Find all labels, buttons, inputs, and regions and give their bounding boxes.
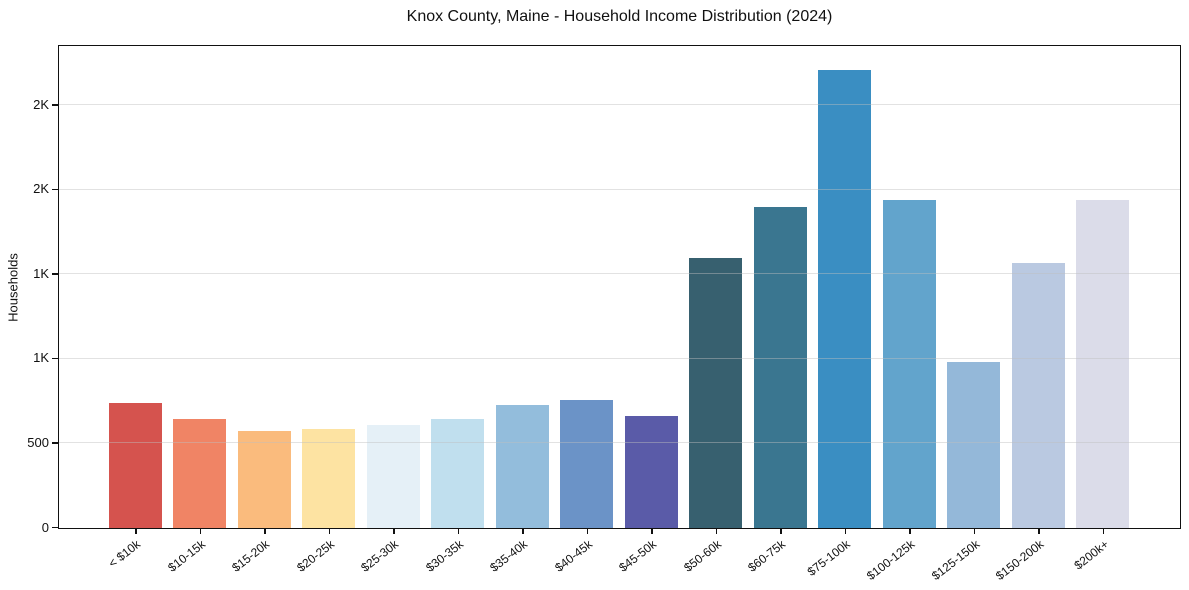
gridline: [59, 357, 1180, 359]
x-tick-mark: [780, 529, 782, 534]
bar: [689, 258, 743, 528]
y-tick-mark: [52, 273, 58, 275]
x-tick-mark: [1102, 529, 1104, 534]
bar: [302, 429, 356, 528]
bar: [495, 404, 549, 528]
x-tick-label: $20-25k: [294, 537, 337, 575]
y-tick-label: 2K: [33, 181, 49, 197]
x-tick-label: $15-20k: [229, 537, 273, 575]
x-tick-mark: [135, 529, 137, 534]
y-tick-label: 0: [41, 519, 49, 535]
x-tick-mark: [715, 529, 717, 534]
x-tick-label: $125-150k: [928, 537, 982, 583]
x-tick-label: $35-40k: [487, 537, 531, 575]
x-tick-label: $75-100k: [804, 537, 853, 579]
x-tick-mark: [264, 529, 266, 534]
y-tick-mark: [52, 442, 58, 444]
x-tick-label: $10-15k: [165, 537, 208, 575]
plot-area: [58, 45, 1181, 529]
bar: [624, 415, 678, 528]
x-tick-mark: [586, 529, 588, 534]
y-tick-mark: [52, 104, 58, 106]
bar: [560, 399, 614, 528]
x-tick-mark: [199, 529, 201, 534]
bar: [431, 418, 485, 528]
chart-title: Knox County, Maine - Household Income Di…: [406, 8, 833, 25]
x-tick-mark: [393, 529, 395, 534]
x-tick-mark: [457, 529, 459, 534]
bar: [1011, 262, 1065, 528]
x-tick-mark: [844, 529, 846, 534]
x-tick-label: < $10k: [106, 537, 144, 571]
x-tick-mark: [328, 529, 330, 534]
y-tick-mark: [52, 357, 58, 360]
x-tick-label: $150-200k: [993, 537, 1047, 583]
gridline: [59, 273, 1180, 275]
bar: [818, 69, 872, 528]
gridline: [59, 442, 1180, 444]
x-tick-mark: [973, 529, 975, 534]
x-tick-label: $30-35k: [423, 537, 466, 575]
y-tick-label: 2K: [33, 96, 49, 112]
y-tick-label: 1K: [33, 265, 49, 281]
gridline: [59, 104, 1180, 106]
gridline: [59, 188, 1180, 190]
x-tick-mark: [909, 529, 911, 534]
y-tick-mark: [52, 526, 58, 529]
x-tick-label: $40-45k: [552, 537, 595, 575]
bar: [237, 430, 291, 528]
x-tick-label: $100-125k: [864, 537, 918, 583]
x-tick-label: $60-75k: [745, 537, 789, 575]
x-tick-mark: [522, 529, 524, 534]
x-tick-label: $50-60k: [681, 537, 724, 575]
x-tick-label: $25-30k: [358, 537, 402, 575]
y-tick-label: 1K: [33, 350, 49, 366]
y-axis-label: Households: [5, 253, 21, 322]
bar: [882, 200, 936, 528]
x-tick-mark: [1038, 529, 1040, 534]
x-tick-label: $200k+: [1070, 537, 1111, 573]
bar: [1076, 200, 1130, 528]
x-tick-mark: [651, 529, 653, 534]
y-tick-mark: [52, 188, 58, 191]
bar: [753, 206, 807, 528]
x-tick-label: $45-50k: [616, 537, 660, 575]
bar: [947, 362, 1001, 528]
y-tick-label: 500: [27, 434, 49, 450]
bar: [366, 424, 420, 528]
bar: [173, 418, 227, 528]
bar: [108, 402, 162, 528]
